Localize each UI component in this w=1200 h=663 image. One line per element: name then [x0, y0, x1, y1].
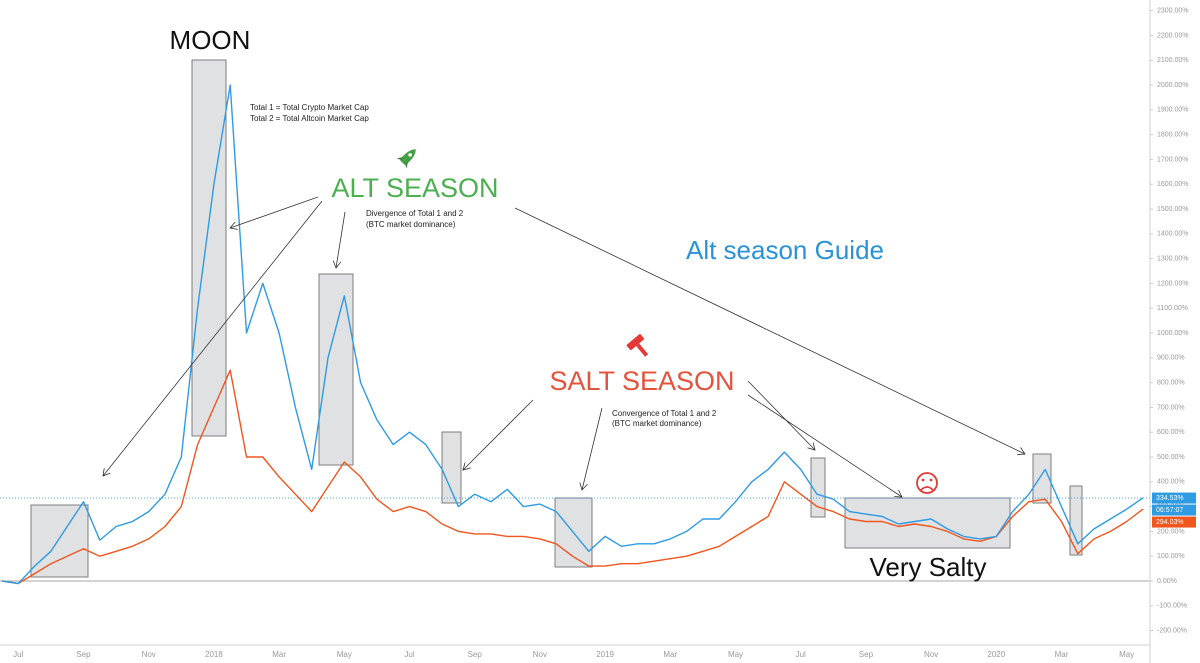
x-tick-label: Nov: [533, 650, 547, 659]
highlight-boxes: [30, 59, 1083, 578]
y-tick-label: 2200.00%: [1157, 32, 1189, 39]
annotation: Divergence of Total 1 and 2: [366, 209, 464, 218]
plot-area: [0, 84, 1150, 585]
arrow: [103, 200, 323, 476]
y-tick-label: 900.00%: [1157, 355, 1185, 362]
highlight-box: [1032, 453, 1052, 504]
y-tick-label: 2000.00%: [1157, 82, 1189, 89]
y-tick-label: 1800.00%: [1157, 131, 1189, 138]
x-tick-label: May: [337, 650, 352, 659]
y-tick-label: 1400.00%: [1157, 231, 1189, 238]
y-tick-label: 2100.00%: [1157, 57, 1189, 64]
arrow: [463, 399, 534, 470]
x-tick-label: Jul: [13, 650, 23, 659]
y-tick-label: 100.00%: [1157, 553, 1185, 560]
x-tick-label: Jul: [404, 650, 414, 659]
current-value-label: 334.53%: [1156, 495, 1184, 502]
annotation: Alt season Guide: [686, 235, 884, 265]
annotation: (BTC market dominance): [612, 419, 702, 428]
current-value-box: [1152, 516, 1196, 528]
y-tick-label: 1100.00%: [1157, 305, 1188, 312]
arrow: [336, 211, 346, 268]
y-tick-label: 1700.00%: [1157, 156, 1189, 163]
current-value-box: [1152, 492, 1196, 504]
arrow: [582, 407, 603, 490]
y-tick-label: 1200.00%: [1157, 280, 1189, 287]
sad-face-icon: [916, 472, 938, 494]
hammer-icon: [626, 334, 649, 357]
x-tick-label: 2020: [987, 650, 1005, 659]
countdown-label: 06:57:07: [1156, 507, 1183, 514]
arrow: [747, 394, 902, 497]
y-tick-label: -100.00%: [1157, 603, 1187, 610]
annotation: ALT SEASON: [331, 173, 498, 203]
highlight-box: [844, 497, 1011, 549]
x-tick-label: May: [1119, 650, 1134, 659]
annotation: SALT SEASON: [549, 366, 734, 396]
x-tick-label: May: [728, 650, 743, 659]
series-line: [1, 369, 1144, 585]
arrows: [103, 196, 1025, 497]
y-tick-label: 1300.00%: [1157, 255, 1189, 262]
y-tick-label: 1000.00%: [1157, 330, 1189, 337]
x-tick-label: 2018: [205, 650, 223, 659]
highlight-box: [318, 273, 354, 466]
y-tick-label: 200.00%: [1157, 528, 1185, 535]
x-tick-label: Sep: [468, 650, 483, 659]
highlight-box: [30, 504, 89, 578]
annotation: (BTC market dominance): [366, 220, 456, 229]
y-tick-label: 600.00%: [1157, 429, 1185, 436]
annotation: Convergence of Total 1 and 2: [612, 409, 717, 418]
x-tick-label: Sep: [859, 650, 874, 659]
y-tick-label: 2300.00%: [1157, 8, 1189, 15]
x-tick-label: Nov: [924, 650, 938, 659]
x-tick-label: Jul: [796, 650, 806, 659]
x-tick-label: 2019: [596, 650, 614, 659]
highlight-box: [1069, 485, 1083, 556]
highlight-box: [441, 431, 462, 504]
y-tick-label: 1600.00%: [1157, 181, 1189, 188]
highlight-box: [191, 59, 227, 437]
rocket-icon: [396, 149, 416, 169]
x-tick-label: Mar: [272, 650, 286, 659]
y-tick-label: 1900.00%: [1157, 107, 1189, 114]
x-tick-label: Mar: [663, 650, 677, 659]
series-line: [1, 84, 1144, 585]
annotation: Total 2 = Total Altcoin Market Cap: [250, 114, 369, 123]
annotation: Total 1 = Total Crypto Market Cap: [250, 103, 369, 112]
arrow: [514, 207, 1025, 454]
y-tick-label: 700.00%: [1157, 404, 1185, 411]
y-tick-label: 800.00%: [1157, 379, 1185, 386]
annotation: Very Salty: [869, 552, 986, 582]
annotation: MOON: [170, 25, 251, 55]
x-tick-label: Mar: [1055, 650, 1069, 659]
y-tick-label: 1500.00%: [1157, 206, 1189, 213]
y-tick-label: -200.00%: [1157, 627, 1187, 634]
x-tick-label: Nov: [142, 650, 156, 659]
y-tick-label: 400.00%: [1157, 479, 1185, 486]
current-value-label: 294.03%: [1156, 519, 1184, 526]
y-tick-label: 500.00%: [1157, 454, 1185, 461]
x-tick-label: Sep: [76, 650, 91, 659]
highlight-box: [810, 457, 826, 518]
arrow: [230, 196, 319, 228]
countdown-box: [1152, 504, 1196, 516]
y-tick-label: 0.00%: [1157, 578, 1177, 585]
arrow: [747, 380, 815, 450]
